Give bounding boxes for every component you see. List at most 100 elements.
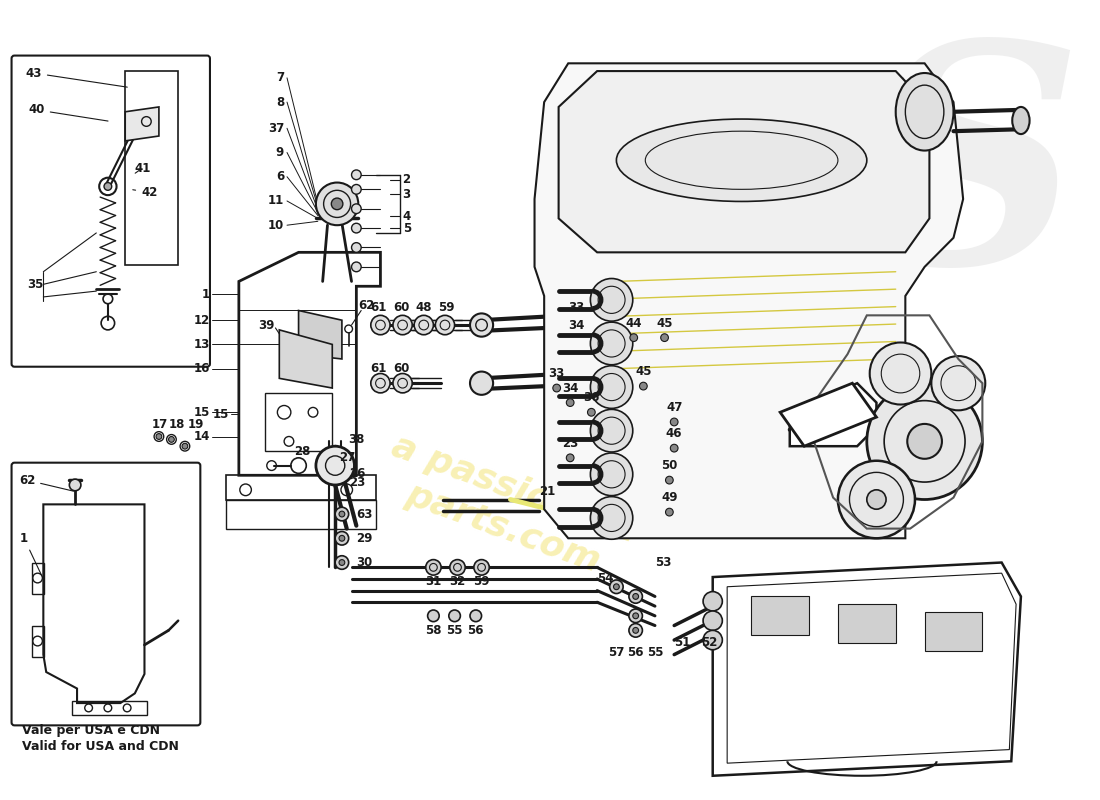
Circle shape (436, 315, 454, 334)
Text: Valid for USA and CDN: Valid for USA and CDN (22, 740, 179, 753)
Circle shape (591, 453, 632, 496)
Circle shape (316, 446, 354, 485)
Text: S: S (862, 32, 1084, 327)
Text: 12: 12 (194, 314, 210, 326)
Circle shape (352, 185, 361, 194)
Polygon shape (790, 383, 877, 446)
Circle shape (587, 408, 595, 416)
FancyBboxPatch shape (12, 55, 210, 366)
Circle shape (414, 315, 433, 334)
Circle shape (449, 610, 461, 622)
Circle shape (156, 434, 162, 439)
Circle shape (336, 556, 349, 570)
Text: 6: 6 (276, 170, 284, 183)
Text: 48: 48 (416, 301, 432, 314)
Text: 34: 34 (569, 318, 584, 331)
Bar (925, 612, 982, 650)
Text: 16: 16 (194, 362, 210, 375)
Circle shape (339, 535, 344, 541)
Circle shape (614, 584, 619, 590)
Text: 9: 9 (276, 146, 284, 159)
Text: 39: 39 (258, 318, 275, 331)
Text: 40: 40 (29, 103, 108, 121)
Circle shape (703, 611, 723, 630)
Circle shape (393, 315, 412, 334)
Ellipse shape (895, 73, 954, 150)
Polygon shape (125, 107, 158, 141)
Text: 34: 34 (562, 382, 579, 394)
Ellipse shape (616, 119, 867, 202)
Circle shape (339, 511, 344, 517)
Bar (265, 393, 332, 451)
Bar (227, 475, 375, 499)
Text: 58: 58 (426, 624, 442, 637)
Text: 10: 10 (268, 218, 284, 232)
Circle shape (426, 560, 441, 575)
Circle shape (371, 374, 390, 393)
Text: 4: 4 (403, 210, 410, 223)
Text: 55: 55 (647, 646, 663, 659)
Text: 59: 59 (473, 575, 490, 589)
Text: 5: 5 (403, 222, 410, 234)
Circle shape (316, 182, 359, 225)
Circle shape (661, 334, 669, 342)
Text: 44: 44 (626, 317, 642, 330)
Circle shape (908, 424, 942, 459)
Text: 62: 62 (19, 474, 74, 491)
Circle shape (629, 609, 642, 622)
Circle shape (450, 560, 465, 575)
Text: 33: 33 (549, 367, 564, 380)
Text: 56: 56 (627, 646, 644, 659)
Circle shape (591, 497, 632, 539)
Text: 28: 28 (294, 445, 310, 458)
Text: 26: 26 (349, 467, 365, 480)
Text: 41: 41 (134, 162, 151, 174)
Circle shape (591, 410, 632, 452)
Text: Vale per USA e CDN: Vale per USA e CDN (22, 724, 161, 737)
Text: 37: 37 (268, 122, 284, 134)
Circle shape (352, 170, 361, 180)
Ellipse shape (1012, 107, 1030, 134)
Polygon shape (279, 330, 332, 388)
Circle shape (69, 479, 81, 490)
Text: 57: 57 (608, 646, 625, 659)
Text: 17: 17 (151, 418, 167, 431)
Text: a passion for
parts.com: a passion for parts.com (374, 430, 647, 589)
Circle shape (666, 476, 673, 484)
Text: 11: 11 (268, 194, 284, 207)
Circle shape (703, 630, 723, 650)
Circle shape (632, 594, 639, 599)
Circle shape (629, 623, 642, 637)
Circle shape (336, 507, 349, 521)
Text: 30: 30 (356, 556, 373, 569)
Bar (73, 701, 147, 714)
Text: 18: 18 (168, 418, 185, 431)
Text: 15: 15 (194, 406, 210, 418)
Circle shape (630, 334, 638, 342)
Text: 49: 49 (661, 491, 678, 504)
Text: 23: 23 (562, 437, 579, 450)
Text: 7: 7 (276, 71, 284, 84)
Circle shape (470, 314, 493, 337)
Text: 62: 62 (359, 299, 375, 312)
Circle shape (609, 580, 623, 594)
Text: 56: 56 (468, 624, 484, 637)
Text: 60: 60 (394, 301, 410, 314)
Bar (838, 604, 895, 643)
Circle shape (867, 490, 887, 510)
Circle shape (670, 418, 678, 426)
Text: 54: 54 (597, 573, 614, 586)
Text: 61: 61 (371, 362, 387, 375)
Text: 50: 50 (661, 459, 678, 472)
Text: 2: 2 (403, 173, 410, 186)
Text: 27: 27 (339, 451, 355, 464)
Bar (751, 597, 808, 635)
Circle shape (932, 356, 986, 410)
Text: 38: 38 (349, 433, 365, 446)
Text: 36: 36 (583, 391, 600, 404)
Polygon shape (535, 63, 964, 538)
Text: 45: 45 (635, 365, 651, 378)
Bar (32, 626, 44, 657)
Text: 3: 3 (403, 188, 410, 201)
FancyBboxPatch shape (12, 462, 200, 726)
